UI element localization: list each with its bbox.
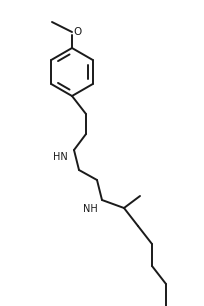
Text: HN: HN [53,152,68,162]
Text: O: O [73,27,81,37]
Text: NH: NH [83,204,98,214]
